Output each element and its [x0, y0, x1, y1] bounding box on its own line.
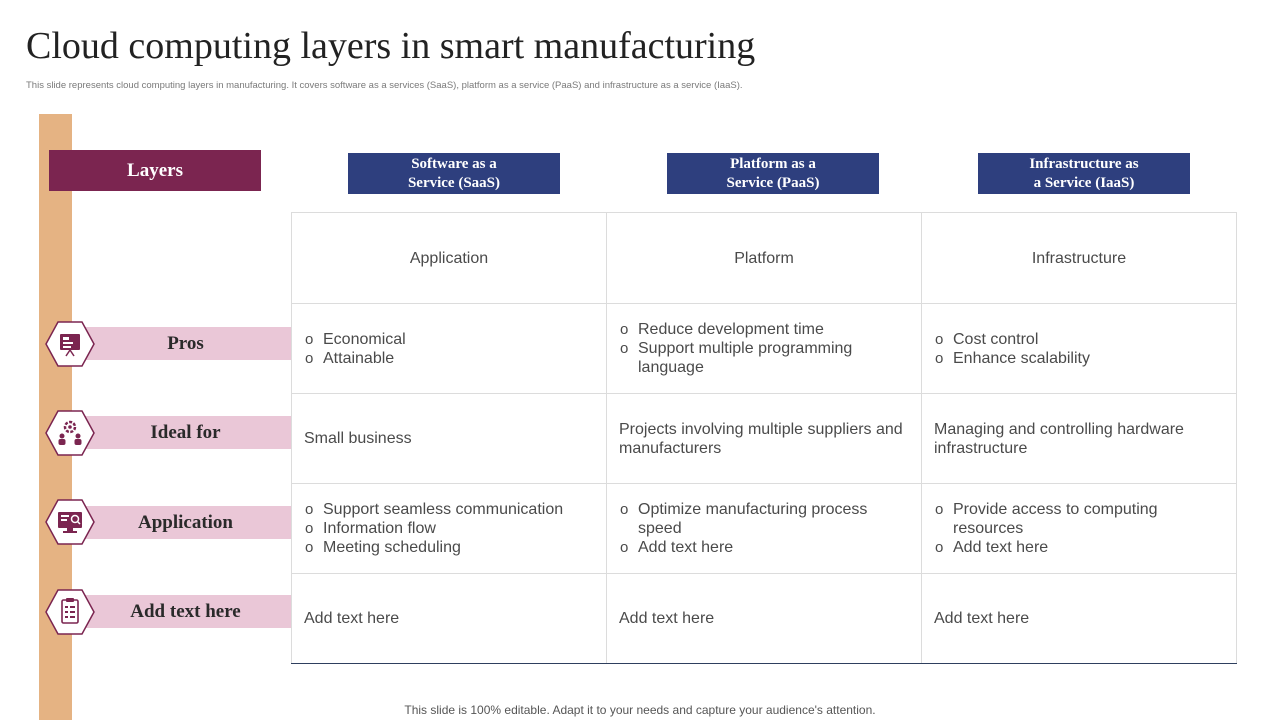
column-header-saas: Software as a Service (SaaS)	[348, 153, 560, 194]
checklist-icon	[45, 589, 95, 635]
column-header-paas-line1: Platform as a	[730, 155, 816, 172]
page-title: Cloud computing layers in smart manufact…	[26, 25, 756, 67]
column-header-iaas-line1: Infrastructure as	[1029, 155, 1139, 172]
table-cell: Support seamless communication Informati…	[291, 483, 607, 574]
table-cell: Projects involving multiple suppliers an…	[606, 393, 922, 484]
table-cell: Add text here	[921, 573, 1237, 664]
table-cell: Economical Attainable	[291, 303, 607, 394]
layers-label: Layers	[49, 150, 261, 191]
row-label-ideal-for: Ideal for	[72, 416, 291, 449]
table-cell: Small business	[291, 393, 607, 484]
list-item: Optimize manufacturing process speed	[619, 500, 909, 538]
column-header-paas-line2: Service (PaaS)	[726, 174, 820, 191]
table-row-header: Application Platform Infrastructure	[291, 212, 1237, 304]
list-item: Meeting scheduling	[304, 538, 594, 557]
page-subtitle: This slide represents cloud computing la…	[26, 80, 743, 91]
column-header-iaas: Infrastructure as a Service (IaaS)	[978, 153, 1190, 194]
table-row-ideal-for: Small business Projects involving multip…	[291, 393, 1237, 484]
table-row-pros: Economical Attainable Reduce development…	[291, 303, 1237, 394]
list-item: Cost control	[934, 330, 1224, 349]
list-item: Support seamless communication	[304, 500, 594, 519]
table-cell: Provide access to computing resources Ad…	[921, 483, 1237, 574]
list-item: Provide access to computing resources	[934, 500, 1224, 538]
row-label-application: Application	[72, 506, 291, 539]
column-header-saas-line1: Software as a	[411, 155, 497, 172]
table-row-application: Support seamless communication Informati…	[291, 483, 1237, 574]
gear-people-icon	[45, 410, 95, 456]
row-label-pros: Pros	[72, 327, 291, 360]
column-header-iaas-line2: a Service (IaaS)	[1033, 174, 1135, 191]
table-cell: Cost control Enhance scalability	[921, 303, 1237, 394]
table-cell: Optimize manufacturing process speed Add…	[606, 483, 922, 574]
monitor-search-icon	[45, 499, 95, 545]
table-row-add-text: Add text here Add text here Add text her…	[291, 573, 1237, 664]
list-item: Information flow	[304, 519, 594, 538]
list-item: Enhance scalability	[934, 349, 1224, 368]
list-item: Add text here	[619, 538, 909, 557]
table-cell: Managing and controlling hardware infras…	[921, 393, 1237, 484]
row-label-add-text: Add text here	[72, 595, 291, 628]
table-cell: Add text here	[606, 573, 922, 664]
list-item: Reduce development time	[619, 320, 909, 339]
presentation-icon	[45, 321, 95, 367]
column-header-paas: Platform as a Service (PaaS)	[667, 153, 879, 194]
comparison-table: Application Platform Infrastructure Econ…	[291, 212, 1237, 664]
list-item: Economical	[304, 330, 594, 349]
table-header-cell: Infrastructure	[921, 212, 1237, 304]
table-cell: Reduce development time Support multiple…	[606, 303, 922, 394]
footer-note: This slide is 100% editable. Adapt it to…	[404, 703, 876, 717]
list-item: Support multiple programming language	[619, 339, 909, 377]
table-header-cell: Platform	[606, 212, 922, 304]
column-header-saas-line2: Service (SaaS)	[407, 174, 501, 191]
list-item: Attainable	[304, 349, 594, 368]
table-cell: Add text here	[291, 573, 607, 664]
table-header-cell: Application	[291, 212, 607, 304]
list-item: Add text here	[934, 538, 1224, 557]
